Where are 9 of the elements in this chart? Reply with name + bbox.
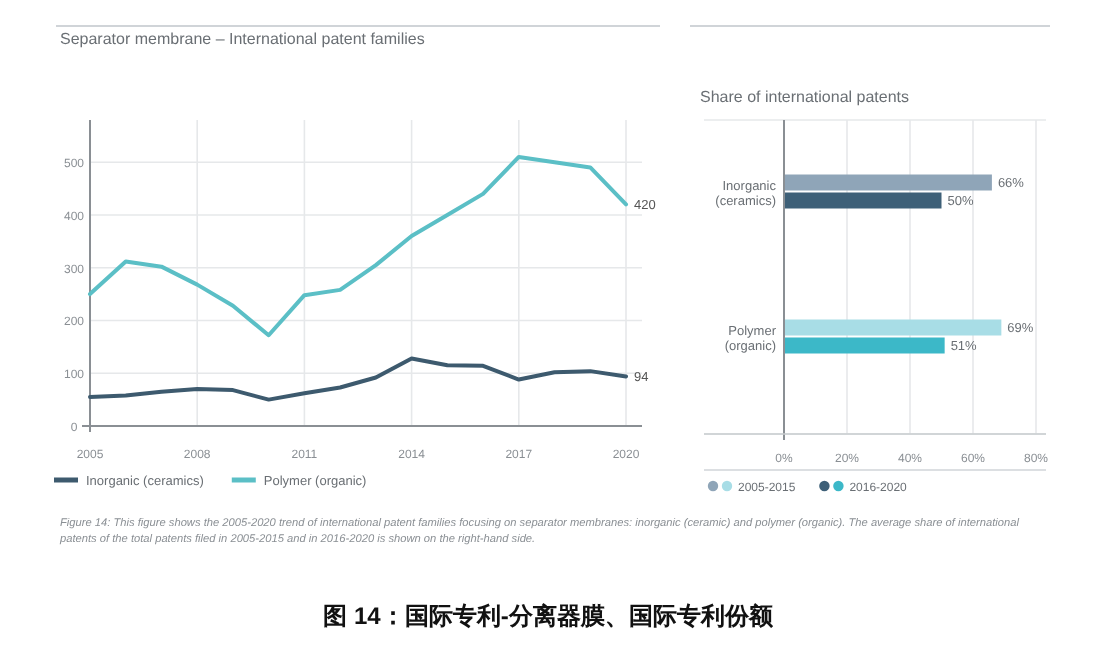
bar bbox=[784, 337, 945, 354]
chart-title: Separator membrane – International patent families bbox=[60, 30, 425, 48]
bar bbox=[784, 174, 992, 191]
line-series bbox=[88, 154, 628, 338]
bar bbox=[784, 192, 942, 209]
bar bbox=[784, 319, 1002, 336]
caption: 图 14：国际专利-分离器膜、国际专利份额 bbox=[323, 602, 775, 630]
chart-title: Share of international patents bbox=[700, 88, 910, 106]
line-series bbox=[88, 356, 628, 402]
